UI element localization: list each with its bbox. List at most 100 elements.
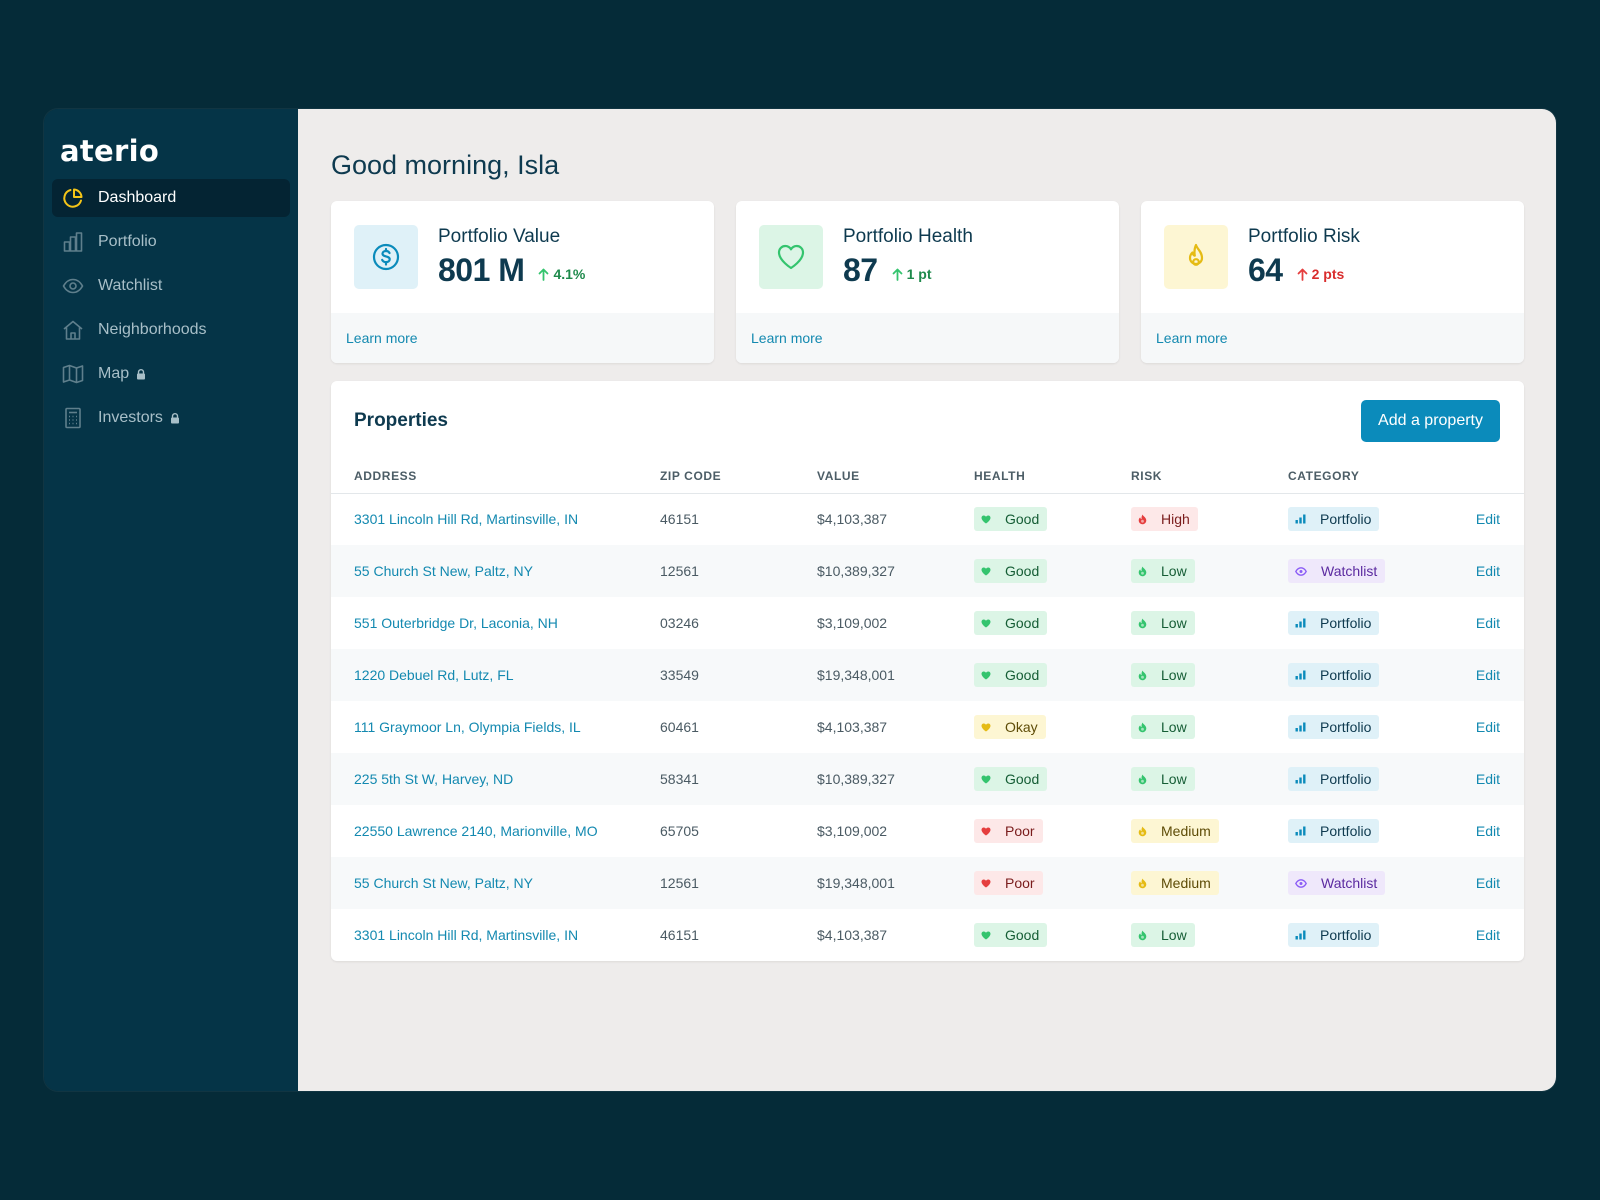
category-badge-label: Portfolio xyxy=(1320,927,1372,943)
edit-link[interactable]: Edit xyxy=(1475,823,1500,839)
heart-icon xyxy=(981,671,998,680)
zip-cell: 03246 xyxy=(660,615,699,631)
flame-icon xyxy=(1138,774,1154,785)
address-link[interactable]: 1220 Debuel Rd, Lutz, FL xyxy=(354,667,514,683)
edit-link[interactable]: Edit xyxy=(1475,875,1500,891)
column-header-value[interactable]: VALUE xyxy=(817,461,974,494)
sidebar: aterio Dashboard xyxy=(44,109,298,1091)
risk-badge-label: Low xyxy=(1161,667,1187,683)
lock-icon xyxy=(170,412,180,424)
flame-icon xyxy=(1138,514,1154,525)
sidebar-item-label: Neighborhoods xyxy=(98,321,207,338)
value-cell: $19,348,001 xyxy=(817,875,895,891)
logo: aterio xyxy=(60,134,160,168)
column-header-address[interactable]: ADDRESS xyxy=(331,461,660,494)
sidebar-item-dashboard[interactable]: Dashboard xyxy=(52,179,290,217)
health-badge: Poor xyxy=(974,871,1043,895)
edit-link[interactable]: Edit xyxy=(1475,719,1500,735)
learn-more-link[interactable]: Learn more xyxy=(1156,330,1228,346)
heart-icon xyxy=(981,723,998,732)
edit-link[interactable]: Edit xyxy=(1475,615,1500,631)
table-row: 55 Church St New, Paltz, NY 12561 $10,38… xyxy=(331,545,1524,597)
bar-chart-icon xyxy=(1295,930,1313,940)
stat-card-portfolio-value: Portfolio Value 801 M 4.1% Learn more xyxy=(331,201,714,363)
arrow-up-icon xyxy=(1297,268,1307,281)
table-row: 111 Graymoor Ln, Olympia Fields, IL 6046… xyxy=(331,701,1524,753)
heart-icon xyxy=(981,827,998,836)
category-badge: Portfolio xyxy=(1288,767,1380,791)
zip-cell: 46151 xyxy=(660,927,699,943)
risk-badge: Low xyxy=(1131,715,1195,739)
learn-more-link[interactable]: Learn more xyxy=(346,330,418,346)
heart-icon xyxy=(981,879,998,888)
category-badge: Watchlist xyxy=(1288,871,1386,895)
address-link[interactable]: 55 Church St New, Paltz, NY xyxy=(354,563,533,579)
edit-link[interactable]: Edit xyxy=(1475,511,1500,528)
sidebar-item-portfolio[interactable]: Portfolio xyxy=(52,223,290,261)
health-badge: Poor xyxy=(974,819,1043,843)
learn-more-link[interactable]: Learn more xyxy=(751,330,823,346)
category-badge: Portfolio xyxy=(1288,819,1380,843)
sidebar-item-watchlist[interactable]: Watchlist xyxy=(52,267,290,305)
stat-label: Portfolio Health xyxy=(843,225,973,247)
address-link[interactable]: 55 Church St New, Paltz, NY xyxy=(354,875,533,891)
value-cell: $4,103,387 xyxy=(817,511,888,528)
risk-badge: Low xyxy=(1131,767,1195,791)
value-cell: $4,103,387 xyxy=(817,719,888,735)
sidebar-nav: Dashboard Portfolio xyxy=(52,179,290,437)
sidebar-item-investors[interactable]: Investors xyxy=(52,399,290,437)
category-badge: Portfolio xyxy=(1288,663,1380,687)
flame-icon xyxy=(1138,930,1154,941)
eye-icon xyxy=(62,275,84,297)
address-link[interactable]: 225 5th St W, Harvey, ND xyxy=(354,771,514,787)
sidebar-item-neighborhoods[interactable]: Neighborhoods xyxy=(52,311,290,349)
risk-badge: Low xyxy=(1131,923,1195,947)
column-header-zip[interactable]: ZIP CODE xyxy=(660,461,817,494)
address-link[interactable]: 3301 Lincoln Hill Rd, Martinsville, IN xyxy=(354,511,579,528)
stat-delta: 1 pt xyxy=(892,266,931,282)
address-link[interactable]: 22550 Lawrence 2140, Marionville, MO xyxy=(354,823,598,839)
risk-badge-label: Low xyxy=(1161,719,1187,735)
bar-chart-icon xyxy=(1295,826,1313,836)
zip-cell: 12561 xyxy=(660,875,699,891)
flame-icon xyxy=(1138,878,1154,889)
health-badge-label: Poor xyxy=(1005,875,1035,891)
category-badge-label: Watchlist xyxy=(1321,563,1378,579)
bar-chart-icon xyxy=(1295,774,1313,784)
value-cell: $10,389,327 xyxy=(817,563,895,579)
column-header-category[interactable]: CATEGORY xyxy=(1288,461,1445,494)
bar-chart-icon xyxy=(1295,670,1313,680)
table-row: 55 Church St New, Paltz, NY 12561 $19,34… xyxy=(331,857,1524,909)
column-header-health[interactable]: HEALTH xyxy=(974,461,1131,494)
category-badge-label: Portfolio xyxy=(1320,719,1372,735)
properties-table-body: 3301 Lincoln Hill Rd, Martinsville, IN 4… xyxy=(331,493,1524,961)
edit-link[interactable]: Edit xyxy=(1475,927,1500,943)
stats-row: Portfolio Value 801 M 4.1% Learn more xyxy=(331,201,1524,363)
column-header-risk[interactable]: RISK xyxy=(1131,461,1288,494)
sidebar-item-map[interactable]: Map xyxy=(52,355,290,393)
stat-delta-value: 4.1% xyxy=(553,266,586,282)
value-cell: $10,389,327 xyxy=(817,771,895,787)
category-badge: Portfolio xyxy=(1288,715,1380,739)
address-link[interactable]: 3301 Lincoln Hill Rd, Martinsville, IN xyxy=(354,927,579,943)
zip-cell: 46151 xyxy=(660,511,699,528)
edit-link[interactable]: Edit xyxy=(1475,563,1500,579)
table-header-row: ADDRESS ZIP CODE VALUE HEALTH RISK CATEG… xyxy=(331,461,1524,494)
sidebar-item-label: Watchlist xyxy=(98,277,163,294)
health-badge: Okay xyxy=(974,715,1046,739)
stat-value: 87 xyxy=(843,251,878,288)
edit-link[interactable]: Edit xyxy=(1475,667,1500,683)
health-badge-label: Good xyxy=(1005,511,1040,528)
edit-link[interactable]: Edit xyxy=(1475,771,1500,787)
risk-badge-label: Medium xyxy=(1161,875,1211,891)
health-badge-label: Good xyxy=(1005,563,1040,579)
address-link[interactable]: 111 Graymoor Ln, Olympia Fields, IL xyxy=(354,719,581,735)
sidebar-item-label: Dashboard xyxy=(98,189,177,206)
add-property-button[interactable]: Add a property xyxy=(1361,400,1500,442)
address-link[interactable]: 551 Outerbridge Dr, Laconia, NH xyxy=(354,615,558,631)
risk-badge: Low xyxy=(1131,611,1195,635)
column-header-actions xyxy=(1445,461,1524,494)
stat-label: Portfolio Value xyxy=(438,225,561,247)
flame-icon xyxy=(1138,826,1154,837)
stat-card-portfolio-risk: Portfolio Risk 64 2 pts Learn more xyxy=(1141,201,1524,363)
